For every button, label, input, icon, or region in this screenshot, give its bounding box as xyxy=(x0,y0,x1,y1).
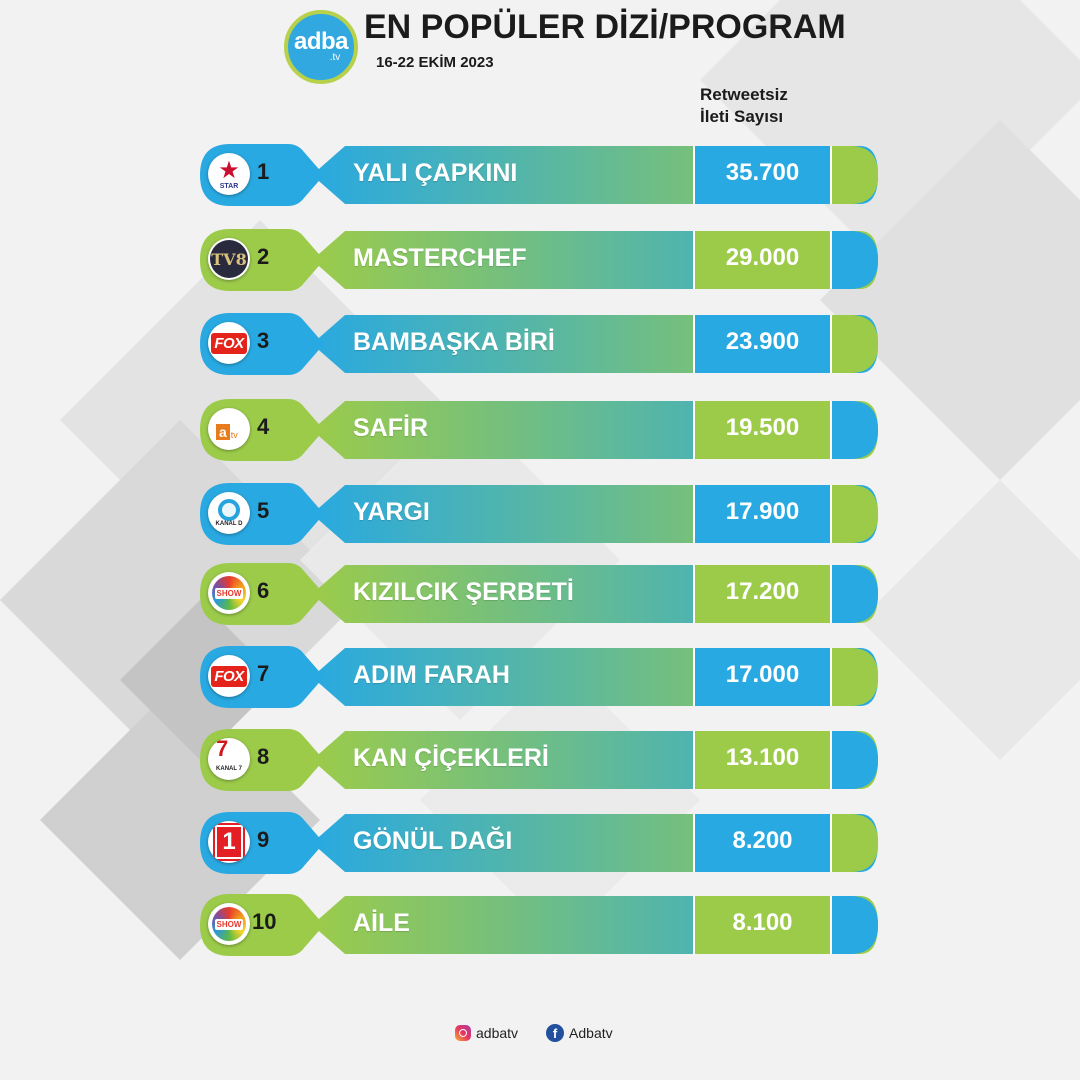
retweet-count: 19.500 xyxy=(725,414,800,441)
retweet-count: 29.000 xyxy=(725,244,800,271)
page-title: EN POPÜLER DİZİ/PROGRAM xyxy=(364,8,846,46)
program-name: ADIM FARAH xyxy=(353,661,510,689)
logo-main-text: adba xyxy=(293,28,349,55)
ranking-row: FOX 7 ADIM FARAH 17.000 xyxy=(200,646,890,708)
program-name: SAFİR xyxy=(353,414,428,442)
fox-logo-text: FOX xyxy=(211,665,247,687)
star-logo-mark: ★ STAR xyxy=(218,156,240,190)
star-tv-channel-icon: ★ STAR xyxy=(208,153,250,195)
tv8-channel-icon: TV8 xyxy=(208,238,250,280)
kanal-7-logo-text: 7 KANAL 7 xyxy=(216,738,242,772)
program-name: YARGI xyxy=(353,498,430,526)
ranking-row: a tv 4 SAFİR 19.500 xyxy=(200,399,890,461)
show-logo-mark: SHOW xyxy=(212,907,246,941)
rank-number: 6 xyxy=(257,578,270,603)
trt1-channel-icon: 1 xyxy=(208,821,250,863)
atv-channel-icon: a tv xyxy=(208,408,250,450)
retweet-count: 17.200 xyxy=(725,578,800,605)
kanal-d-logo-mark: KANAL D xyxy=(212,496,246,530)
show-logo-mark: SHOW xyxy=(212,576,246,610)
ranking-row: KANAL D 5 YARGI 17.900 xyxy=(200,483,890,545)
ranking-row: SHOW 10 AİLE 8.100 xyxy=(200,894,890,956)
column-header: Retweetsiz İleti Sayısı xyxy=(700,84,840,128)
ranking-row: 1 9 GÖNÜL DAĞI 8.200 xyxy=(200,812,890,874)
retweet-count: 17.000 xyxy=(725,661,800,688)
facebook-link[interactable]: f Adbatv xyxy=(546,1024,613,1042)
date-range: 16-22 EKİM 2023 xyxy=(376,54,494,71)
instagram-icon xyxy=(455,1025,471,1041)
row-background xyxy=(200,313,878,375)
show-tv-channel-icon: SHOW xyxy=(208,572,250,614)
row-background xyxy=(200,729,878,791)
retweet-count: 13.100 xyxy=(725,744,800,771)
kanal-d-channel-icon: KANAL D xyxy=(208,492,250,534)
rank-number: 8 xyxy=(257,744,270,769)
logo-sub-text: .tv xyxy=(329,52,341,63)
program-name: KAN ÇİÇEKLERİ xyxy=(353,744,549,772)
fox-channel-icon: FOX xyxy=(208,322,250,364)
program-name: YALI ÇAPKINI xyxy=(353,159,518,187)
ranking-row: SHOW 6 KIZILCIK ŞERBETİ 17.200 xyxy=(200,563,890,625)
fox-logo-text: FOX xyxy=(211,332,247,354)
tv8-logo-text: TV8 xyxy=(210,240,248,278)
program-name: AİLE xyxy=(353,909,410,937)
facebook-icon: f xyxy=(546,1024,565,1042)
ranking-row: FOX 3 BAMBAŞKA BİRİ 23.900 xyxy=(200,313,890,375)
ranking-row: 7 KANAL 7 8 KAN ÇİÇEKLERİ 13.100 xyxy=(200,729,890,791)
rank-number: 1 xyxy=(257,159,270,184)
ranking-row: ★ STAR 1 YALI ÇAPKINI 35.700 xyxy=(200,144,890,206)
program-name: BAMBAŞKA BİRİ xyxy=(353,328,555,356)
rank-number: 4 xyxy=(257,414,270,439)
instagram-link[interactable]: adbatv xyxy=(455,1025,518,1041)
retweet-count: 8.100 xyxy=(732,909,793,936)
ranking-row: TV8 2 MASTERCHEF 29.000 xyxy=(200,229,890,291)
kanal-7-channel-icon: 7 KANAL 7 xyxy=(208,738,250,780)
rank-number: 9 xyxy=(257,827,270,852)
instagram-handle: adbatv xyxy=(476,1025,519,1041)
retweet-count: 23.900 xyxy=(725,328,800,355)
rank-number: 7 xyxy=(257,661,270,686)
social-footer: adbatv f Adbatv xyxy=(455,1024,613,1042)
row-background xyxy=(200,229,878,291)
adba-logo: adba .tv xyxy=(284,10,358,84)
program-name: MASTERCHEF xyxy=(353,244,527,272)
retweet-count: 35.700 xyxy=(725,159,800,186)
fox-channel-icon: FOX xyxy=(208,655,250,697)
retweet-count: 8.200 xyxy=(732,827,793,854)
atv-logo-text: a tv xyxy=(216,418,242,440)
rank-number: 2 xyxy=(257,244,270,269)
trt1-logo-text: 1 xyxy=(213,823,245,861)
rank-number: 3 xyxy=(257,328,270,353)
row-background xyxy=(200,812,878,874)
retweet-count: 17.900 xyxy=(725,498,800,525)
rank-number: 10 xyxy=(252,909,277,934)
column-header-line2: İleti Sayısı xyxy=(700,107,784,126)
show-tv-channel-icon: SHOW xyxy=(208,903,250,945)
facebook-handle: Adbatv xyxy=(569,1025,613,1041)
program-name: KIZILCIK ŞERBETİ xyxy=(353,578,574,606)
rank-number: 5 xyxy=(257,498,270,523)
program-name: GÖNÜL DAĞI xyxy=(353,827,513,855)
column-header-line1: Retweetsiz xyxy=(700,85,788,104)
